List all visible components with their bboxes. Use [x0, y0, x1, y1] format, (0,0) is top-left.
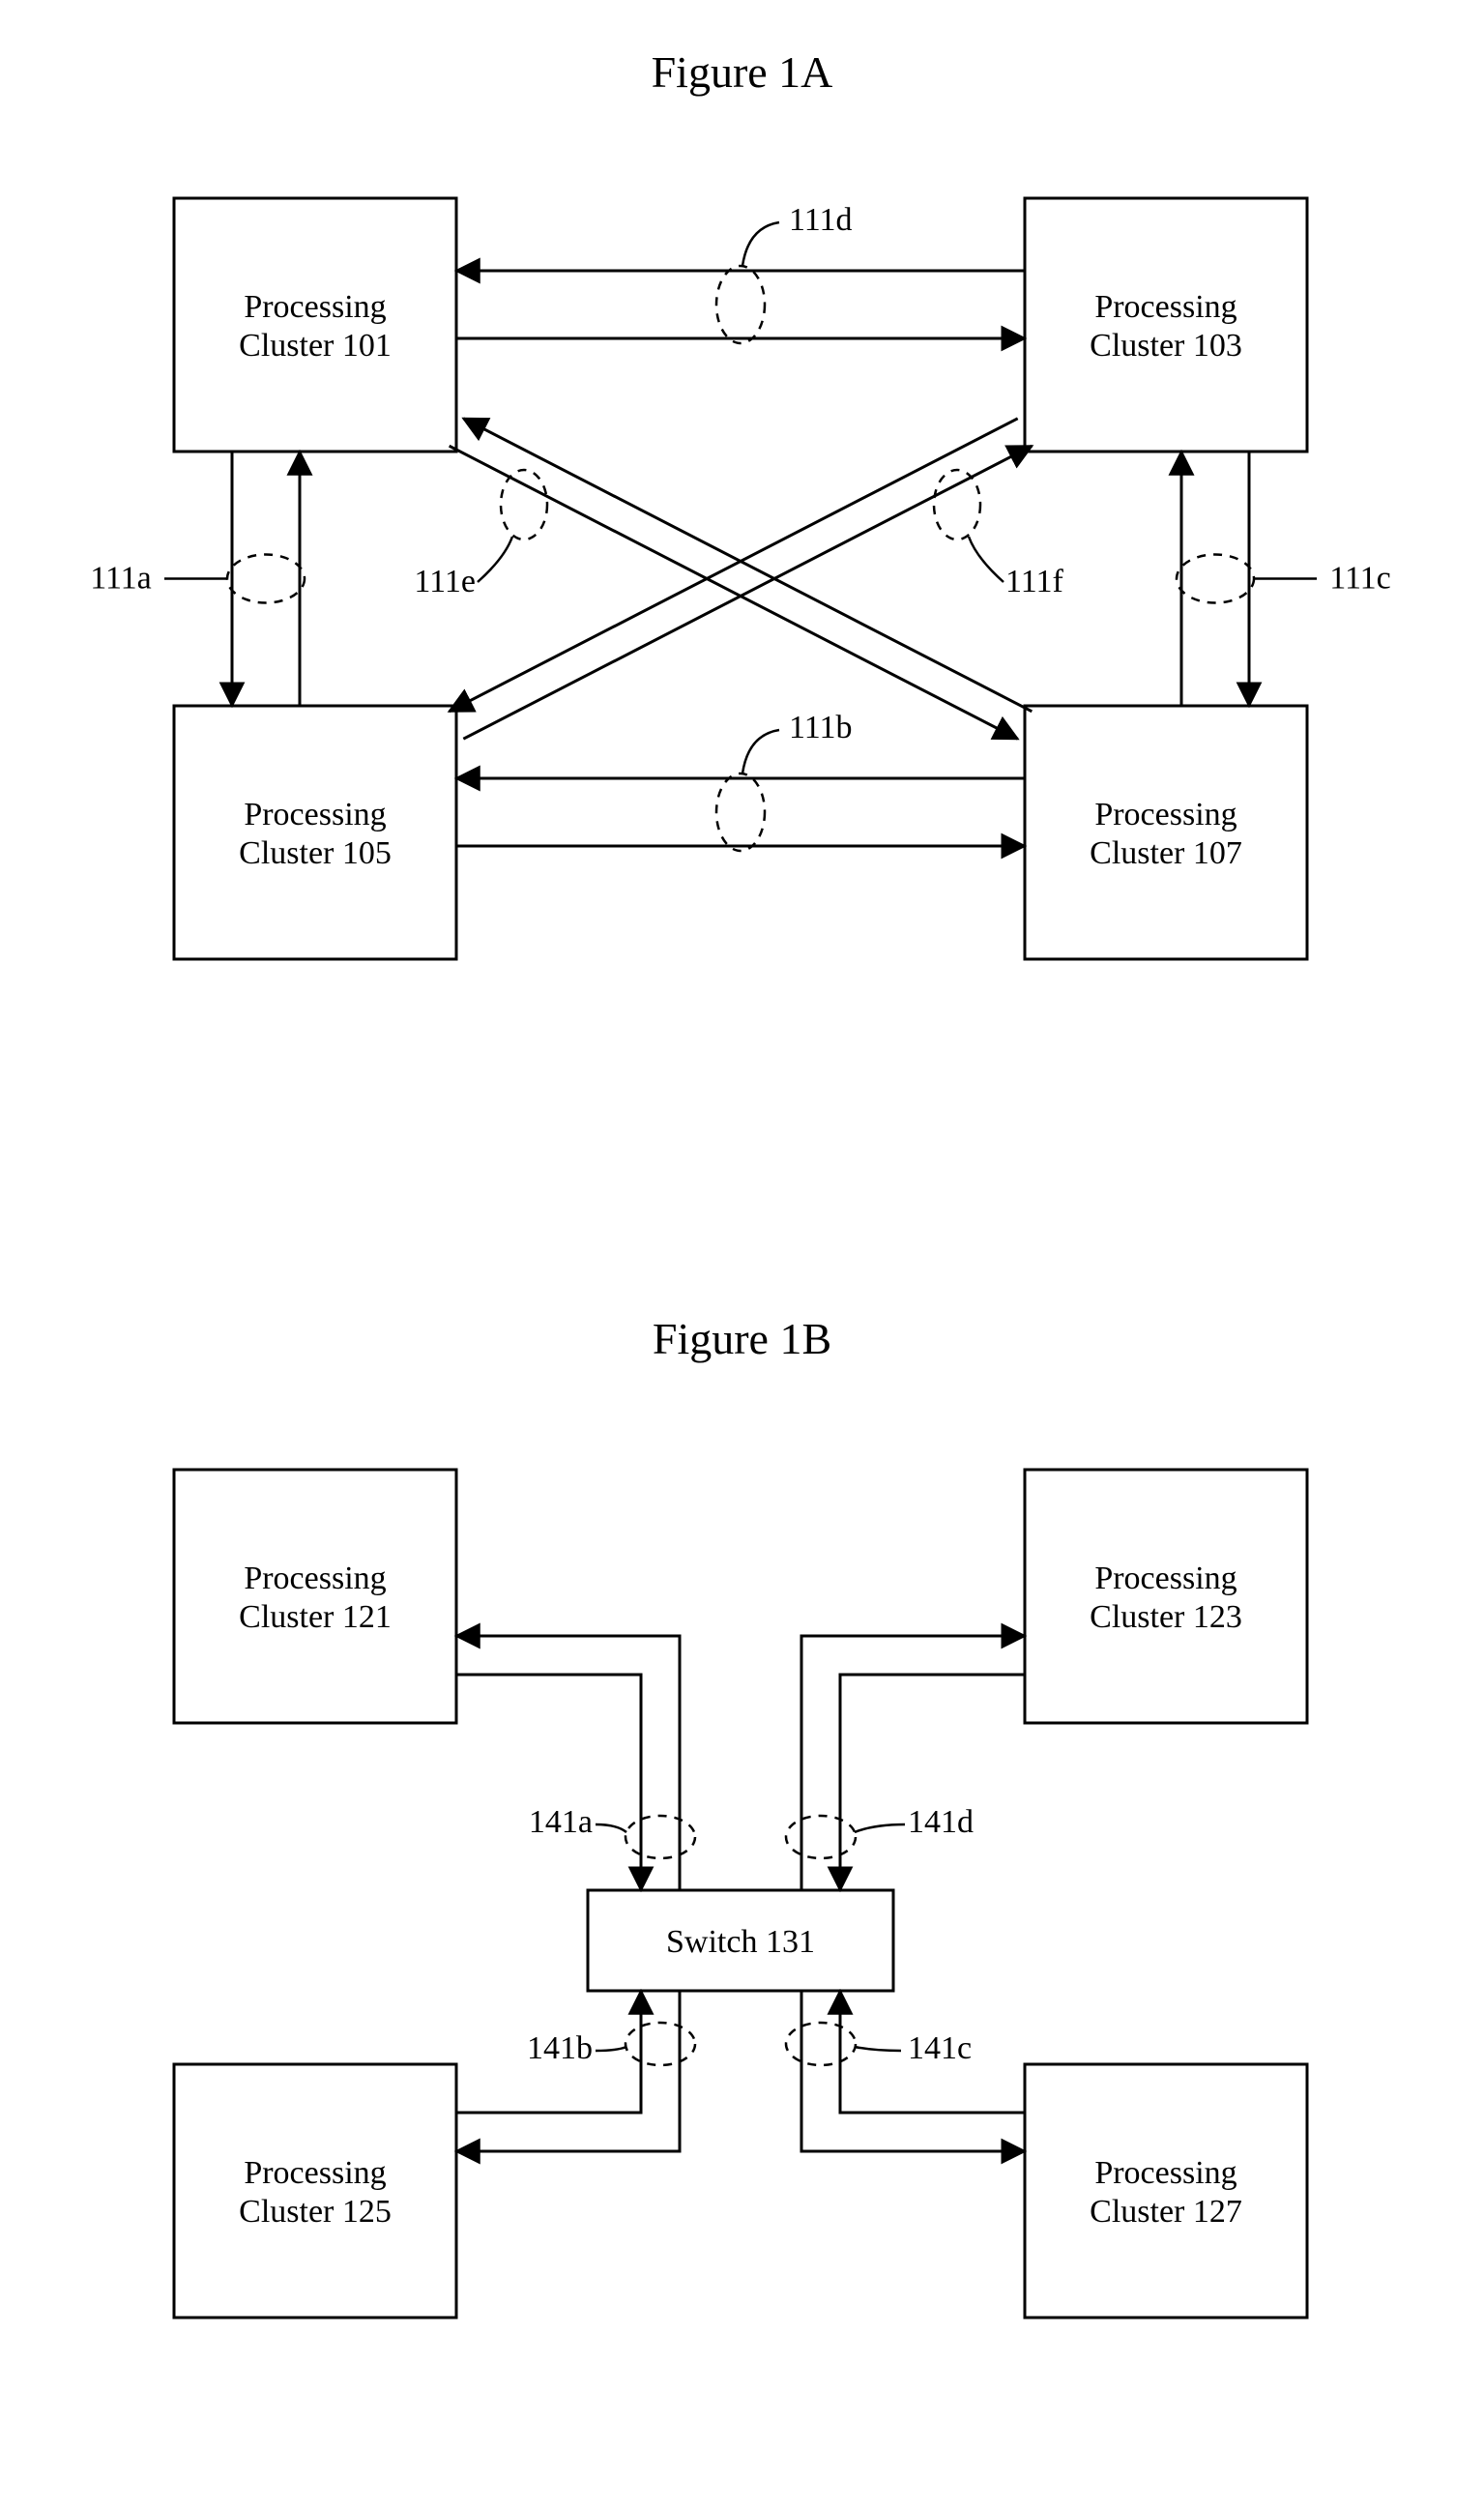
edge-label: 141d	[908, 1804, 974, 1840]
node-cluster-103	[1025, 198, 1307, 452]
node-cluster-101	[174, 198, 456, 452]
node-label: Processing	[244, 2155, 386, 2191]
edge-label: 111a	[90, 561, 152, 597]
node-label: Processing	[1094, 797, 1237, 832]
link-ellipse	[501, 470, 547, 540]
leader	[478, 537, 512, 582]
node-label: Processing	[1094, 2155, 1237, 2191]
figure-title: Figure 1B	[653, 1314, 831, 1363]
edge	[456, 1675, 641, 1890]
node-cluster-125	[174, 2064, 456, 2318]
edge-label: 141c	[908, 2030, 972, 2066]
node-label: Cluster 125	[239, 2194, 392, 2230]
node-label: Cluster 105	[239, 835, 392, 871]
node-label: Cluster 101	[239, 328, 392, 364]
node-cluster-123	[1025, 1470, 1307, 1723]
edge-label: 111f	[1005, 564, 1063, 599]
edge	[463, 419, 1032, 712]
edge	[456, 1991, 680, 2151]
leader	[855, 1824, 905, 1832]
node-cluster-105	[174, 706, 456, 959]
figure-title: Figure 1A	[652, 47, 833, 97]
node-label: Processing	[1094, 289, 1237, 325]
edge	[450, 446, 1018, 739]
node-label: Switch 131	[666, 1924, 815, 1960]
node-label: Processing	[244, 289, 386, 325]
link-ellipse	[934, 470, 980, 540]
node-label: Cluster 123	[1090, 1599, 1242, 1635]
node-label: Processing	[1094, 1561, 1237, 1596]
edge-label: 111b	[789, 710, 852, 745]
edge-label: 111c	[1329, 561, 1391, 597]
link-ellipse	[227, 555, 305, 603]
leader	[596, 1824, 626, 1832]
node-cluster-127	[1025, 2064, 1307, 2318]
edge	[463, 446, 1032, 739]
link-ellipse	[716, 773, 765, 851]
leader	[742, 222, 779, 266]
node-label: Processing	[244, 797, 386, 832]
link-ellipse	[786, 2023, 856, 2065]
leader	[742, 730, 779, 773]
node-label: Processing	[244, 1561, 386, 1596]
node-label: Cluster 103	[1090, 328, 1242, 364]
edge	[450, 419, 1018, 712]
node-label: Cluster 107	[1090, 835, 1242, 871]
link-ellipse	[626, 2023, 695, 2065]
link-ellipse	[1177, 555, 1254, 603]
node-cluster-107	[1025, 706, 1307, 959]
leader	[855, 2047, 901, 2051]
node-label: Cluster 121	[239, 1599, 392, 1635]
edge-label: 141a	[529, 1804, 593, 1840]
node-cluster-121	[174, 1470, 456, 1723]
link-ellipse	[786, 1816, 856, 1858]
edge-label: 111d	[789, 202, 852, 238]
edge	[801, 1991, 1025, 2151]
edge	[840, 1675, 1025, 1890]
node-label: Cluster 127	[1090, 2194, 1242, 2230]
leader	[596, 2047, 626, 2051]
leader	[969, 537, 1004, 582]
link-ellipse	[716, 266, 765, 343]
edge-label: 141b	[527, 2030, 593, 2066]
edge-label: 111e	[414, 564, 476, 599]
link-ellipse	[626, 1816, 695, 1858]
